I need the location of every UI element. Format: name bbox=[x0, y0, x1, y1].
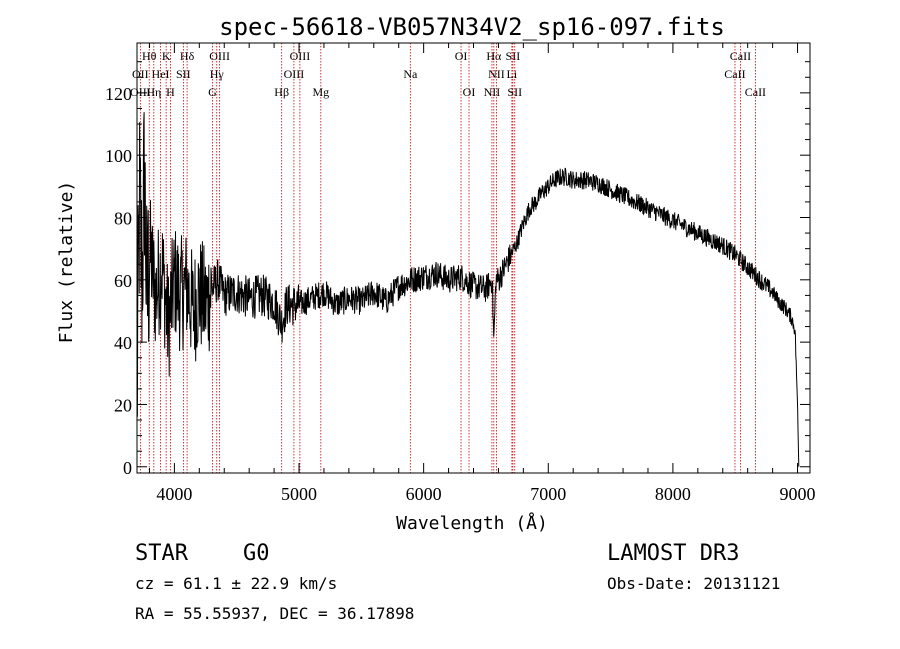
x-axis-label: Wavelength (Å) bbox=[396, 512, 548, 534]
line-marker-label: Hβ bbox=[274, 85, 289, 99]
y-tick-label: 0 bbox=[123, 458, 132, 478]
coordinates-readout: RA = 55.55937, DEC = 36.17898 bbox=[135, 604, 414, 623]
x-tick-label: 7000 bbox=[530, 484, 566, 504]
line-marker-label: Hθ bbox=[142, 49, 157, 63]
line-marker-label: Hδ bbox=[180, 49, 195, 63]
plot-frame bbox=[136, 42, 811, 474]
y-tick-label: 20 bbox=[114, 395, 132, 415]
line-marker-label: NII bbox=[484, 85, 501, 99]
x-tick-label: 4000 bbox=[156, 484, 192, 504]
line-marker-label: OIII bbox=[284, 67, 305, 81]
y-tick-label: 80 bbox=[114, 208, 132, 228]
y-tick-label: 120 bbox=[105, 84, 132, 104]
x-tick-label: 6000 bbox=[406, 484, 442, 504]
x-tick-label: 9000 bbox=[780, 484, 816, 504]
line-marker-label: G bbox=[208, 85, 217, 99]
line-marker-label: OII bbox=[132, 67, 149, 81]
line-marker-label: Hγ bbox=[210, 67, 225, 81]
line-marker-label: OIII bbox=[209, 49, 230, 63]
line-marker-label: Na bbox=[403, 67, 418, 81]
line-marker-label: NII bbox=[488, 67, 505, 81]
observation-date: Obs-Date: 20131121 bbox=[607, 574, 780, 593]
spectrum-line bbox=[136, 112, 800, 467]
line-marker-label: HeI bbox=[152, 67, 170, 81]
y-tick-label: 60 bbox=[114, 271, 132, 291]
line-marker-label: CaII bbox=[745, 85, 766, 99]
line-marker-label: OIII bbox=[130, 85, 151, 99]
y-tick-label: 40 bbox=[114, 333, 132, 353]
line-marker-label: OIII bbox=[290, 49, 311, 63]
line-marker-label: Hη bbox=[146, 85, 161, 99]
plot-area: Hθ K Hδ OIII OIII OI Hα SII CaII OII HeI SII Hγ OIII N… bbox=[105, 43, 816, 504]
line-marker-label: CaII bbox=[730, 49, 751, 63]
spectral-subclass: G0 bbox=[243, 541, 270, 566]
line-marker-label: SII bbox=[506, 49, 521, 63]
line-marker-label: Hα bbox=[486, 49, 502, 63]
line-marker-label: Mg bbox=[312, 85, 329, 99]
line-marker-label: OI bbox=[463, 85, 476, 99]
object-class: STAR bbox=[135, 541, 189, 566]
line-marker-label: CaII bbox=[724, 67, 745, 81]
line-marker-label: K bbox=[162, 49, 171, 63]
survey-name: LAMOST DR3 bbox=[607, 541, 739, 566]
line-marker-label: H bbox=[166, 85, 175, 99]
y-tick-label: 100 bbox=[105, 146, 132, 166]
line-marker-label: SII bbox=[176, 67, 191, 81]
y-axis-label: Flux (relative) bbox=[56, 181, 77, 344]
redshift-readout: cz = 61.1 ± 22.9 km/s bbox=[135, 574, 337, 593]
line-marker-label: Li bbox=[507, 67, 518, 81]
line-marker-label: SII bbox=[507, 85, 522, 99]
chart-title: spec-56618-VB057N34V2_sp16-097.fits bbox=[219, 13, 725, 41]
line-marker-label: OI bbox=[455, 49, 468, 63]
x-tick-label: 8000 bbox=[655, 484, 691, 504]
x-tick-label: 5000 bbox=[281, 484, 317, 504]
